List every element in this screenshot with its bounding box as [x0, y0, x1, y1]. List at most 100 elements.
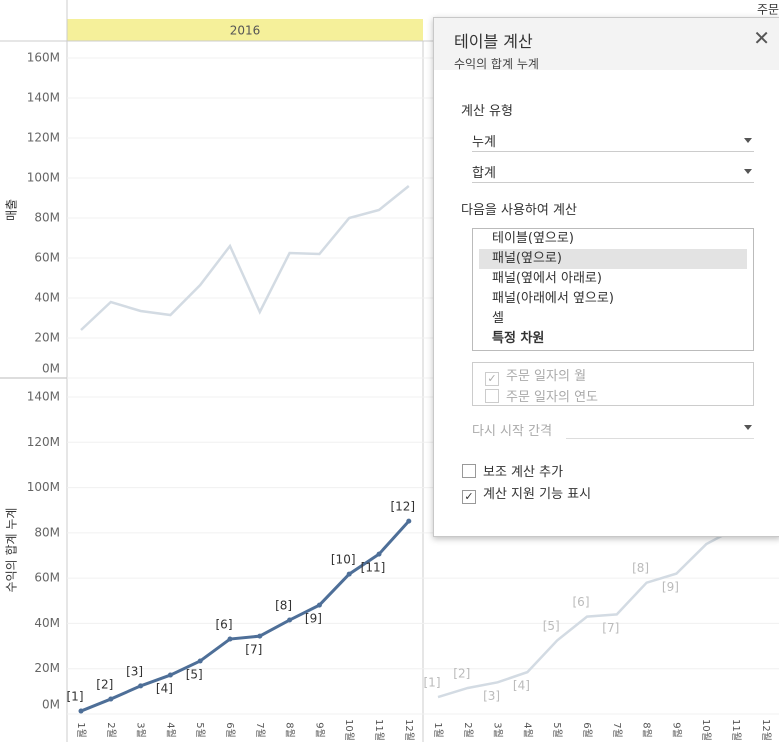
listbox: 테이블(옆으로) 패널(옆으로) 패널(옆에서 아래로) 패널(아래에서 옆으로) 셀 특… — [472, 228, 754, 351]
x-tick-label: 1월 — [432, 722, 444, 738]
x-tick-label: 4월 — [521, 722, 533, 738]
checkbox-row[interactable]: ✓ 계산 지원 기능 표시 — [462, 483, 591, 505]
data-label: [4] — [156, 682, 173, 696]
y-tick-label: 40M — [34, 291, 60, 305]
x-tick-label: 6월 — [224, 722, 236, 738]
x-tick-label: 1월 — [75, 722, 87, 738]
point — [316, 602, 322, 608]
data-label: [2] — [453, 666, 470, 680]
x-tick-label: 9월 — [670, 722, 682, 738]
list-item[interactable]: 셀 — [492, 311, 504, 326]
data-label: [6] — [216, 618, 233, 632]
x-tick-label: 2월 — [462, 722, 474, 738]
data-label: [6] — [573, 595, 590, 609]
x-tick-label: 8월 — [284, 722, 296, 738]
x-tick-label: 2월 — [105, 722, 117, 738]
close-button[interactable]: ✕ — [753, 26, 770, 50]
checkbox-label: 보조 계산 추가 — [483, 465, 564, 480]
checkbox-label: 주문 일자의 월 — [506, 369, 587, 384]
y-tick-label: 140M — [27, 91, 60, 105]
checkbox[interactable] — [462, 464, 476, 478]
data-label: [11] — [361, 561, 386, 575]
data-label: [7] — [602, 621, 619, 635]
point — [227, 636, 233, 642]
x-tick-label: 10월 — [343, 719, 355, 741]
y-tick-label: 60M — [34, 251, 60, 265]
point — [167, 672, 173, 678]
list-item[interactable]: 패널(옆에서 아래로) — [492, 271, 602, 286]
point — [257, 633, 263, 639]
label: 다음을 사용하여 계산 — [461, 203, 577, 218]
point — [197, 658, 203, 664]
x-tick-label: 9월 — [313, 722, 325, 738]
label: 다시 시작 간격 — [472, 424, 553, 439]
year-header: 2016 — [230, 24, 261, 38]
x-tick-label: 7월 — [611, 722, 623, 738]
y-tick-label: 100M — [27, 480, 60, 494]
y-tick-label: 40M — [34, 616, 60, 630]
data-label: [1] — [424, 676, 441, 690]
point — [346, 571, 352, 577]
list-item[interactable]: 패널(아래에서 옆으로) — [492, 291, 614, 306]
list-item[interactable]: 패널(옆으로) — [479, 249, 747, 269]
x-tick-label: 11월 — [373, 719, 385, 741]
data-label: [8] — [632, 561, 649, 575]
y-tick-label: 120M — [27, 435, 60, 449]
y-tick-label: 60M — [34, 571, 60, 585]
checkbox: ✓ — [485, 372, 499, 386]
header-band — [67, 19, 423, 41]
x-tick-label: 3월 — [492, 722, 504, 738]
dialog-title: 테이블 계산 — [454, 32, 533, 51]
y-tick-label: 20M — [34, 331, 60, 345]
y-tick-label: 80M — [34, 525, 60, 539]
x-tick-label: 4월 — [164, 722, 176, 738]
data-label: [9] — [305, 612, 322, 626]
x-tick-label: 6월 — [581, 722, 593, 738]
data-label: [2] — [96, 678, 113, 692]
checkbox[interactable]: ✓ — [462, 490, 476, 504]
data-label: [3] — [483, 689, 500, 703]
y-tick-label: 160M — [27, 51, 60, 65]
y-tick-label: 80M — [34, 211, 60, 225]
corner-header: 주문 — [757, 3, 779, 17]
dropdown[interactable]: 합계 — [472, 162, 754, 183]
x-tick-label: 11월 — [730, 719, 742, 741]
x-tick-label: 10월 — [700, 719, 712, 741]
x-tick-label: 5월 — [194, 722, 206, 738]
line — [80, 185, 410, 331]
x-tick-label: 8월 — [641, 722, 653, 738]
dialog-header: 테이블 계산 수익의 합계 누계 — [434, 18, 779, 71]
line — [80, 520, 410, 713]
data-label: [3] — [126, 664, 143, 678]
checkbox-row[interactable]: 보조 계산 추가 — [462, 461, 591, 483]
y-tick-label: 0M — [42, 362, 60, 376]
y-tick-label: 0M — [42, 698, 60, 712]
y-tick-label: 120M — [27, 131, 60, 145]
data-label: [7] — [245, 643, 262, 657]
data-label: [8] — [275, 599, 292, 613]
list-item[interactable]: 특정 차원 — [492, 331, 545, 346]
point — [138, 683, 144, 689]
data-label: [12] — [390, 500, 415, 514]
x-tick-label: 5월 — [551, 722, 563, 738]
data-label: [10] — [331, 553, 356, 567]
dropdown — [566, 418, 754, 439]
y-tick-label: 100M — [27, 171, 60, 185]
list-item[interactable]: 테이블(옆으로) — [492, 231, 574, 246]
checkbox-row: 주문 일자의 연도 — [485, 386, 753, 405]
options: 보조 계산 추가 ✓ 계산 지원 기능 표시 — [462, 461, 591, 505]
point — [376, 551, 382, 557]
data-label: [9] — [662, 580, 679, 594]
x-tick-label: 7월 — [254, 722, 266, 738]
point — [406, 518, 412, 524]
y-axis-title: 수익의 합계 누계 — [5, 508, 19, 593]
table-calc-dialog: 테이블 계산 수익의 합계 누계 ✕ 계산 유형 누계 합계 다음을 사용하여 … — [433, 17, 779, 537]
point — [78, 708, 84, 714]
dropdown[interactable]: 누계 — [472, 131, 754, 152]
label: 계산 유형 — [461, 104, 513, 119]
y-axis-title: 매출 — [5, 199, 19, 221]
x-tick-label: 12월 — [760, 719, 772, 741]
point — [108, 696, 114, 702]
